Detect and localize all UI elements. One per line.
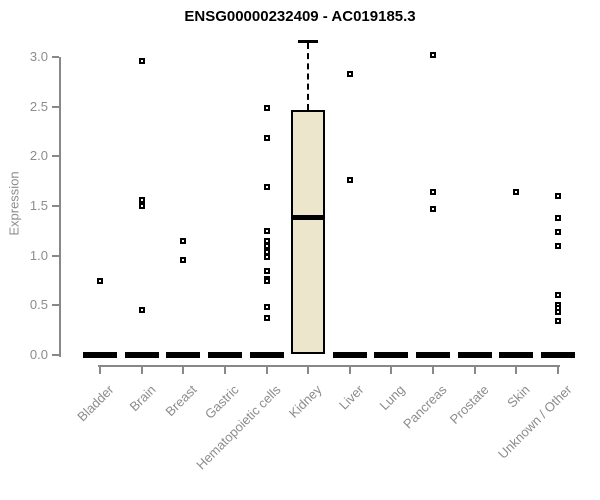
- x-tick-mark: [473, 366, 476, 374]
- y-tick-mark: [52, 105, 59, 108]
- x-tick-mark: [432, 366, 435, 374]
- data-point: [138, 57, 145, 64]
- data-point: [555, 228, 561, 235]
- data-point: [138, 197, 145, 204]
- data-point: [430, 189, 437, 196]
- median-line: [292, 214, 325, 220]
- y-tick-mark: [52, 254, 59, 257]
- upper-whisker: [307, 43, 310, 110]
- data-point: [138, 203, 145, 209]
- zero-median-dash: [83, 352, 117, 358]
- x-tick-mark: [390, 366, 393, 374]
- zero-median-dash: [541, 352, 575, 358]
- data-point: [263, 104, 270, 111]
- x-tick-mark: [348, 366, 351, 374]
- zero-median-dash: [499, 352, 534, 358]
- data-point: [513, 189, 520, 196]
- data-point: [555, 292, 561, 299]
- data-point: [263, 253, 270, 260]
- data-point: [555, 309, 561, 316]
- data-point: [263, 278, 270, 285]
- x-axis-line: [98, 365, 560, 367]
- data-point: [97, 277, 103, 284]
- data-point: [180, 237, 187, 244]
- y-axis-line: [59, 57, 61, 357]
- x-tick-mark: [515, 366, 518, 374]
- y-tick-mark: [52, 205, 59, 207]
- y-tick-label: 1.0: [29, 247, 48, 263]
- zero-median-dash: [249, 352, 284, 358]
- chart-title: ENSG00000232409 - AC019185.3: [184, 8, 416, 25]
- data-point: [555, 193, 561, 200]
- y-tick-label: 0.5: [29, 297, 48, 313]
- zero-median-dash: [124, 352, 159, 358]
- y-tick-mark: [52, 304, 59, 307]
- y-tick-label: 3.0: [29, 49, 48, 64]
- x-tick-mark: [140, 366, 143, 374]
- data-point: [263, 267, 270, 274]
- data-point: [263, 315, 270, 322]
- data-point: [555, 214, 561, 221]
- y-tick-label: 0.0: [29, 347, 48, 362]
- zero-median-dash: [457, 352, 492, 358]
- zero-median-dash: [332, 352, 367, 358]
- data-point: [263, 184, 270, 191]
- data-point: [263, 227, 270, 234]
- data-point: [430, 205, 437, 212]
- zero-median-dash: [416, 352, 451, 358]
- whisker-cap: [298, 40, 319, 44]
- zero-median-dash: [374, 352, 409, 358]
- x-tick-mark: [265, 366, 268, 374]
- y-tick-label: 1.5: [29, 198, 48, 213]
- x-tick-mark: [307, 366, 310, 374]
- y-tick-mark: [52, 56, 59, 58]
- data-point: [555, 318, 561, 325]
- zero-median-dash: [166, 352, 201, 358]
- data-point: [430, 52, 437, 58]
- data-point: [346, 70, 353, 77]
- y-tick-label: 2.5: [29, 98, 48, 114]
- x-tick-mark: [223, 366, 226, 374]
- x-tick-mark: [182, 366, 185, 374]
- box-iqr: [291, 109, 326, 354]
- data-point: [346, 177, 353, 184]
- y-tick-mark: [52, 155, 59, 158]
- data-point: [263, 304, 270, 311]
- data-point: [263, 242, 270, 249]
- y-tick-label: 2.0: [29, 148, 48, 164]
- data-point: [180, 256, 187, 263]
- y-tick-mark: [52, 354, 59, 356]
- data-point: [555, 242, 561, 249]
- x-tick-mark: [557, 366, 559, 374]
- x-tick-mark: [99, 366, 101, 374]
- zero-median-dash: [207, 352, 242, 358]
- data-point: [138, 307, 145, 314]
- data-point: [263, 135, 270, 142]
